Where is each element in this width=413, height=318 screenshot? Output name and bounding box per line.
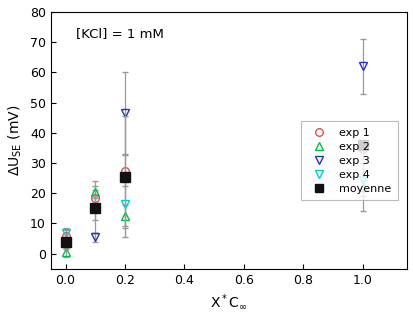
X-axis label: X$^*$C$_\infty$: X$^*$C$_\infty$ (210, 292, 247, 311)
Y-axis label: $\Delta$U$_{\rm SE}$ (mV): $\Delta$U$_{\rm SE}$ (mV) (7, 105, 24, 176)
Legend: exp 1, exp 2, exp 3, exp 4, moyenne: exp 1, exp 2, exp 3, exp 4, moyenne (301, 121, 397, 200)
Text: [KCl] = 1 mM: [KCl] = 1 mM (76, 27, 163, 40)
